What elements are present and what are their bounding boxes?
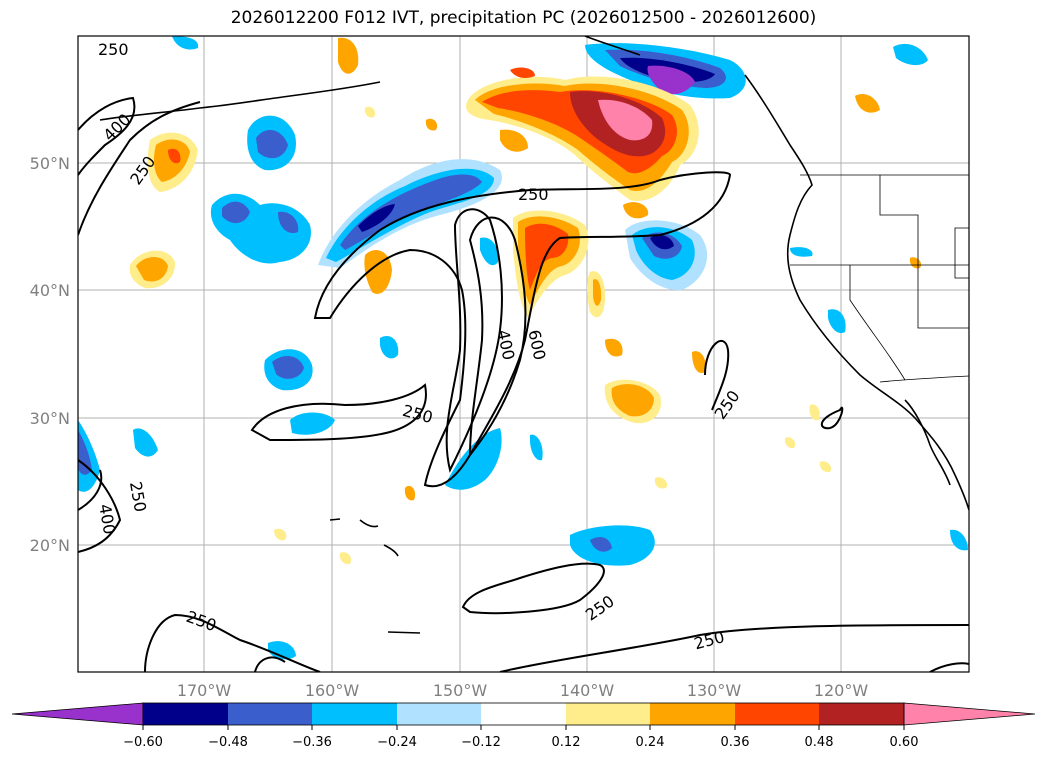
lon-label-170w: 170°W <box>177 681 232 700</box>
colorbar-segment <box>650 703 735 725</box>
colorbar-segment <box>312 703 397 725</box>
colorbar-extension-low <box>11 702 144 726</box>
contour-label: 250 <box>518 185 549 204</box>
lon-label-140w: 140°W <box>560 681 615 700</box>
colorbar-tick-label: −0.48 <box>208 735 248 750</box>
colorbar-tick-label: 0.36 <box>721 735 750 750</box>
map-border <box>77 35 970 673</box>
longitude-labels: 170°W 160°W 150°W 140°W 130°W 120°W <box>177 681 869 700</box>
lon-label-130w: 130°W <box>687 681 742 700</box>
colorbar-tick-label: 0.48 <box>805 735 834 750</box>
lat-label-20n: 20°N <box>30 536 70 555</box>
colorbar-segment <box>397 703 481 725</box>
map-title: 2026012200 F012 IVT, precipitation PC (2… <box>230 8 817 28</box>
colorbar-tick-label: 0.12 <box>552 735 581 750</box>
colorbar-tick-label: −0.12 <box>461 735 501 750</box>
colorbar-tick-label: −0.60 <box>123 735 163 750</box>
ivt-contours <box>78 96 969 672</box>
colorbar: −0.60 −0.48 −0.36 −0.24 −0.12 0.12 0.24 … <box>11 702 1036 750</box>
lon-label-150w: 150°W <box>433 681 488 700</box>
coastlines <box>99 36 969 634</box>
political-boundaries <box>790 174 969 383</box>
contour-label: 250 <box>98 40 129 59</box>
colorbar-tick-label: −0.24 <box>377 735 417 750</box>
lon-label-160w: 160°W <box>305 681 360 700</box>
colorbar-segment <box>735 703 819 725</box>
lat-label-50n: 50°N <box>30 154 70 173</box>
colorbar-tick-label: 0.60 <box>890 735 919 750</box>
colorbar-tick-label: −0.36 <box>292 735 332 750</box>
colorbar-extension-high <box>903 702 1036 726</box>
colorbar-segment <box>481 703 566 725</box>
lon-label-120w: 120°W <box>814 681 869 700</box>
lat-label-30n: 30°N <box>30 409 70 428</box>
colorbar-segment <box>566 703 650 725</box>
colorbar-segment <box>143 703 228 725</box>
latitude-labels: 50°N 40°N 30°N 20°N <box>30 154 70 555</box>
colorbar-segment <box>819 703 904 725</box>
colorbar-tick-label: 0.24 <box>636 735 665 750</box>
colorbar-segment <box>228 703 312 725</box>
lat-label-40n: 40°N <box>30 281 70 300</box>
